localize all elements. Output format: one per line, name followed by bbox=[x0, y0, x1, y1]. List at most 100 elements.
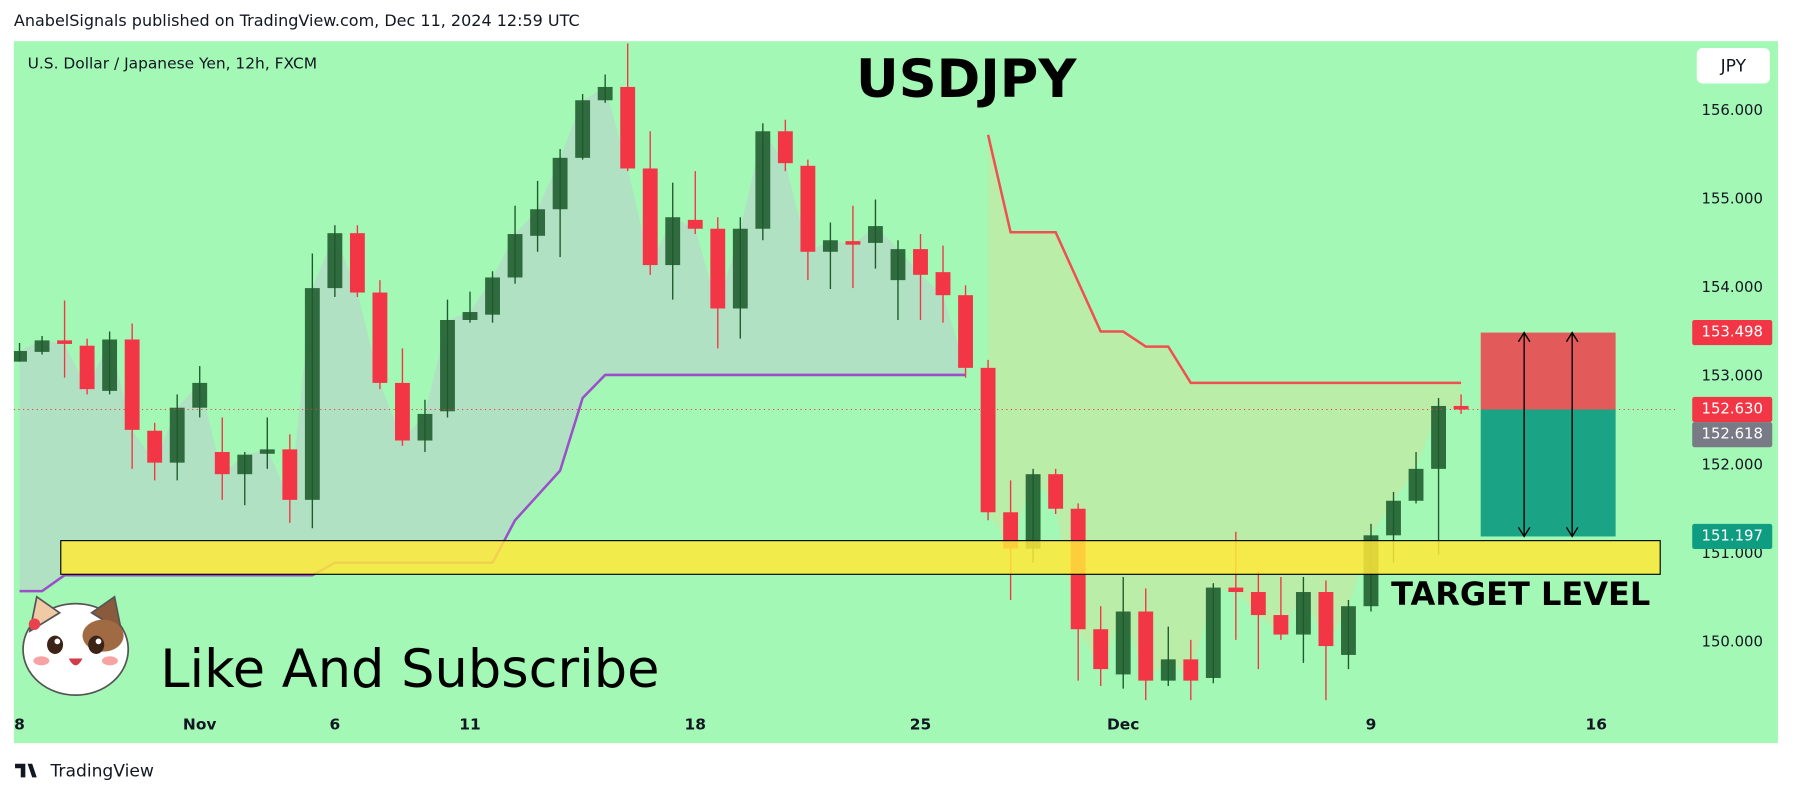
candle-body bbox=[102, 339, 118, 391]
candle-body bbox=[395, 382, 410, 441]
candle-body bbox=[868, 226, 883, 243]
candle-body bbox=[755, 131, 771, 229]
candle-body bbox=[1003, 512, 1019, 549]
cat-icon bbox=[22, 595, 130, 696]
measure-arrow bbox=[1517, 331, 1531, 538]
candle-body bbox=[1250, 592, 1266, 616]
x-tick-label: 6 bbox=[330, 715, 341, 733]
candle-body bbox=[732, 228, 748, 309]
y-tick-label: 155.000 bbox=[1702, 189, 1763, 207]
price-tag-label: 153.498 bbox=[1702, 323, 1763, 341]
measure-arrow bbox=[1565, 331, 1579, 538]
x-tick-label: 8 bbox=[14, 715, 25, 733]
x-tick-label: Dec bbox=[1107, 715, 1139, 733]
currency-box[interactable] bbox=[1696, 48, 1770, 84]
x-tick-label: Nov bbox=[183, 715, 217, 733]
candle-body bbox=[1431, 405, 1446, 469]
candle-body bbox=[1138, 611, 1154, 681]
candle-body bbox=[913, 249, 928, 275]
candle-body bbox=[845, 241, 861, 245]
candle-body bbox=[57, 340, 73, 344]
candle-body bbox=[192, 382, 208, 408]
risk-box bbox=[1480, 332, 1616, 410]
tv-logo bbox=[15, 763, 37, 778]
x-tick-label: 9 bbox=[1366, 715, 1377, 733]
x-tick-label: 18 bbox=[685, 715, 706, 733]
candle-body bbox=[1408, 468, 1424, 501]
trend-fill bbox=[19, 86, 966, 592]
candle-body bbox=[1295, 592, 1311, 635]
candle-body bbox=[169, 407, 185, 463]
candle-body bbox=[79, 345, 95, 390]
candle-body bbox=[34, 340, 50, 352]
candle-body bbox=[800, 165, 816, 252]
caption: Like And Subscribe bbox=[160, 639, 659, 700]
brand: TradingView bbox=[49, 762, 153, 782]
candle-body bbox=[327, 233, 343, 289]
candle-body bbox=[1453, 405, 1469, 410]
candle-body bbox=[214, 452, 230, 475]
price-tag-label: 151.197 bbox=[1702, 526, 1763, 544]
candle-body bbox=[620, 86, 636, 169]
x-tick-label: 16 bbox=[1585, 715, 1606, 733]
candle-body bbox=[1115, 611, 1131, 675]
price-tag bbox=[1692, 396, 1773, 423]
candle-body bbox=[1205, 587, 1221, 678]
candle-body bbox=[1318, 592, 1334, 647]
candle-body bbox=[642, 168, 658, 266]
candle-body bbox=[710, 228, 726, 309]
price-tag bbox=[1692, 320, 1773, 346]
price-tag-label: 152.630 bbox=[1702, 399, 1763, 417]
candle-body bbox=[485, 277, 500, 315]
zone-label: TARGET LEVEL bbox=[1391, 575, 1650, 613]
y-tick-label: 153.000 bbox=[1702, 367, 1763, 385]
candle-body bbox=[1273, 615, 1289, 635]
candle-body bbox=[282, 449, 298, 500]
y-tick-label: 154.000 bbox=[1702, 278, 1763, 296]
candle-body bbox=[462, 312, 478, 321]
candle-body bbox=[1183, 659, 1199, 681]
publish-line: AnabelSignals published on TradingView.c… bbox=[14, 11, 580, 30]
candle-body bbox=[530, 209, 546, 236]
candle-body bbox=[1093, 629, 1109, 670]
candle-body bbox=[1160, 659, 1176, 681]
target-zone bbox=[60, 540, 1661, 575]
candle-body bbox=[687, 219, 703, 229]
symbol-info: U.S. Dollar / Japanese Yen, 12h, FXCM bbox=[28, 55, 317, 73]
price-tag bbox=[1692, 422, 1773, 448]
y-tick-label: 156.000 bbox=[1702, 101, 1763, 119]
candle-body bbox=[822, 240, 838, 252]
indicator-line bbox=[986, 134, 1462, 385]
reward-box bbox=[1480, 409, 1616, 537]
candle-body bbox=[13, 351, 27, 362]
candle-body bbox=[935, 272, 951, 296]
candle-body bbox=[1048, 474, 1064, 509]
chart-title: USDJPY bbox=[856, 49, 1077, 110]
candle-body bbox=[980, 367, 996, 513]
candle-body bbox=[597, 86, 613, 101]
candle-body bbox=[259, 449, 275, 454]
candle-body bbox=[777, 131, 793, 164]
candle-body bbox=[1025, 474, 1041, 549]
candle-body bbox=[147, 430, 163, 463]
candle-body bbox=[349, 233, 365, 293]
x-tick-label: 25 bbox=[910, 715, 931, 733]
candle-body bbox=[958, 295, 973, 368]
candle-body bbox=[417, 413, 433, 441]
candle-body bbox=[124, 339, 140, 430]
candle-body bbox=[665, 217, 681, 266]
candle-body bbox=[440, 320, 455, 412]
candle-body bbox=[507, 234, 523, 278]
x-tick-label: 11 bbox=[459, 715, 480, 733]
y-tick-label: 152.000 bbox=[1702, 455, 1763, 473]
candle-body bbox=[304, 288, 320, 500]
candle-body bbox=[890, 249, 906, 281]
candle-body bbox=[1341, 606, 1356, 655]
price-tag-label: 152.618 bbox=[1702, 425, 1763, 443]
candle-body bbox=[1386, 500, 1401, 536]
price-tag bbox=[1692, 523, 1773, 550]
candle-body bbox=[552, 157, 568, 210]
candle-body bbox=[1228, 587, 1244, 593]
